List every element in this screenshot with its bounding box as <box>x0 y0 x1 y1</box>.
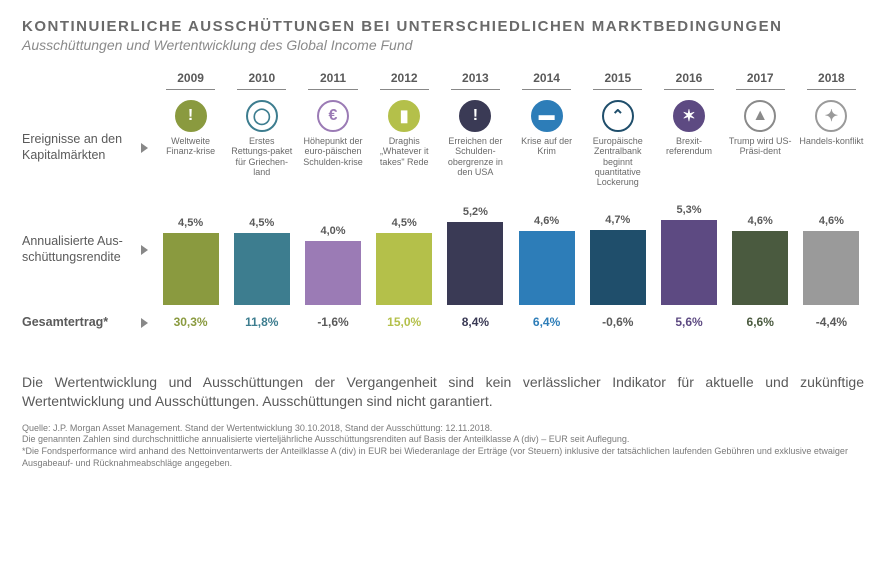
row-label-events: Ereignisse an den Kapitalmärkten <box>22 100 152 195</box>
event-cell: ▮ Draghis „Whatever it takes" Rede <box>372 100 437 195</box>
event-cell: ▲ Trump wird US-Präsi-dent <box>728 100 793 195</box>
bar-value-label: 4,6% <box>728 215 793 227</box>
year-label: 2010 <box>237 71 286 90</box>
event-text: Europäische Zentralbank beginnt quantita… <box>585 136 650 188</box>
bar-value-label: 4,5% <box>372 217 437 229</box>
bar-value-label: 4,7% <box>585 214 650 226</box>
bar-value-label: 4,0% <box>300 225 365 237</box>
footnote-line: Quelle: J.P. Morgan Asset Management. St… <box>22 423 864 435</box>
year-label: 2016 <box>664 71 713 90</box>
page-title: KONTINUIERLICHE AUSSCHÜTTUNGEN BEI UNTER… <box>22 18 864 35</box>
bar <box>376 233 432 305</box>
bar-cell: 4,6% <box>799 195 864 305</box>
event-text: Krise auf der Krim <box>514 136 579 178</box>
row-label-yield: Annualisierte Aus-schüttungsrendite <box>22 195 152 305</box>
bar-cell: 5,3% <box>656 195 721 305</box>
footnotes: Quelle: J.P. Morgan Asset Management. St… <box>22 423 864 470</box>
bar-value-label: 4,5% <box>229 217 294 229</box>
event-icon: ▬ <box>531 100 563 132</box>
chart-grid: 2009 2010 2011 2012 2013 2014 2015 2016 2017 2018… <box>22 71 864 335</box>
bar <box>234 233 290 305</box>
event-cell: ! Erreichen der Schulden-obergrenze in d… <box>443 100 508 195</box>
event-icon: ▮ <box>388 100 420 132</box>
event-text: Draghis „Whatever it takes" Rede <box>372 136 437 178</box>
bar-value-label: 5,2% <box>443 206 508 218</box>
bar-cell: 4,7% <box>585 195 650 305</box>
total-value: -0,6% <box>585 305 650 335</box>
event-cell: ✶ Brexit-referendum <box>656 100 721 195</box>
total-value: -4,4% <box>799 305 864 335</box>
page-subtitle: Ausschüttungen und Wertentwicklung des G… <box>22 37 864 53</box>
total-value: 30,3% <box>158 305 223 335</box>
total-value: 15,0% <box>372 305 437 335</box>
event-text: Trump wird US-Präsi-dent <box>728 136 793 178</box>
bar <box>803 231 859 305</box>
total-value: 11,8% <box>229 305 294 335</box>
event-text: Brexit-referendum <box>656 136 721 178</box>
row-label-total: Gesamtertrag* <box>22 305 152 335</box>
event-icon: ! <box>175 100 207 132</box>
bar-cell: 4,0% <box>300 195 365 305</box>
footnote-line: Die genannten Zahlen sind durchschnittli… <box>22 434 864 446</box>
year-label: 2015 <box>593 71 642 90</box>
bar <box>732 231 788 305</box>
event-icon: ! <box>459 100 491 132</box>
bar-cell: 5,2% <box>443 195 508 305</box>
event-icon: € <box>317 100 349 132</box>
bar-value-label: 4,6% <box>514 215 579 227</box>
total-value: 6,4% <box>514 305 579 335</box>
event-cell: ! Weltweite Finanz-krise <box>158 100 223 195</box>
event-icon: ✦ <box>815 100 847 132</box>
event-text: Weltweite Finanz-krise <box>158 136 223 178</box>
total-value: 6,6% <box>728 305 793 335</box>
year-label: 2013 <box>451 71 500 90</box>
event-text: Erstes Rettungs-paket für Griechen-land <box>229 136 294 178</box>
event-cell: ⌃ Europäische Zentralbank beginnt quanti… <box>585 100 650 195</box>
year-label: 2018 <box>807 71 856 90</box>
year-label: 2012 <box>380 71 429 90</box>
bar-cell: 4,6% <box>728 195 793 305</box>
bar <box>590 230 646 305</box>
event-cell: € Höhepunkt der euro-päischen Schulden-k… <box>300 100 365 195</box>
event-text: Höhepunkt der euro-päischen Schulden-kri… <box>300 136 365 178</box>
footnote-line: *Die Fondsperformance wird anhand des Ne… <box>22 446 864 469</box>
total-value: 8,4% <box>443 305 508 335</box>
event-cell: ✦ Handels-konflikt <box>799 100 864 195</box>
bar-cell: 4,5% <box>229 195 294 305</box>
bar-cell: 4,5% <box>372 195 437 305</box>
year-label: 2017 <box>736 71 785 90</box>
bar-cell: 4,5% <box>158 195 223 305</box>
bar-value-label: 4,5% <box>158 217 223 229</box>
bar <box>163 233 219 305</box>
disclaimer-text: Die Wertentwicklung und Ausschüttungen d… <box>22 373 864 411</box>
event-text: Erreichen der Schulden-obergrenze in den… <box>443 136 508 178</box>
arrow-icon <box>141 143 148 153</box>
bar-value-label: 5,3% <box>656 204 721 216</box>
bar <box>661 220 717 305</box>
event-icon: ✶ <box>673 100 705 132</box>
bar-cell: 4,6% <box>514 195 579 305</box>
bar-value-label: 4,6% <box>799 215 864 227</box>
arrow-icon <box>141 245 148 255</box>
bar <box>447 222 503 305</box>
event-icon: ⌃ <box>602 100 634 132</box>
total-value: -1,6% <box>300 305 365 335</box>
event-cell: ◯ Erstes Rettungs-paket für Griechen-lan… <box>229 100 294 195</box>
year-label: 2009 <box>166 71 215 90</box>
event-icon: ▲ <box>744 100 776 132</box>
header: KONTINUIERLICHE AUSSCHÜTTUNGEN BEI UNTER… <box>22 18 864 53</box>
event-cell: ▬ Krise auf der Krim <box>514 100 579 195</box>
arrow-icon <box>141 318 148 328</box>
event-icon: ◯ <box>246 100 278 132</box>
year-label: 2011 <box>308 71 357 90</box>
total-value: 5,6% <box>656 305 721 335</box>
bar <box>519 231 575 305</box>
bar <box>305 241 361 305</box>
year-label: 2014 <box>522 71 571 90</box>
event-text: Handels-konflikt <box>799 136 863 178</box>
